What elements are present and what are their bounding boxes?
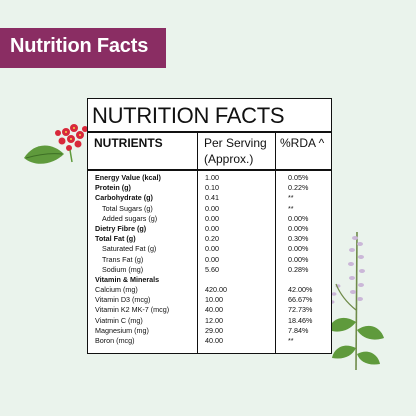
nutrient-name: Total Sugars (g) [102, 203, 153, 213]
nutrient-per-serving: 420.00 [205, 285, 227, 295]
nutrient-row: Dietry Fibre (g) 0.00 0.00% [88, 224, 331, 234]
red-flower-cluster-icon [24, 124, 88, 164]
nutrient-row: Sodium (mg) 5.60 0.28% [88, 265, 331, 275]
nutrient-name: Saturated Fat (g) [102, 244, 157, 254]
nutrient-per-serving: 0.00 [205, 203, 219, 213]
nutrient-row: Saturated Fat (g) 0.00 0.00% [88, 244, 331, 254]
nutrient-name: Added sugars (g) [102, 213, 158, 223]
header-per-serving-line2: (Approx.) [204, 152, 254, 166]
header-divider [88, 169, 331, 171]
nutrient-row: Vitamin & Minerals [88, 275, 331, 285]
nutrition-facts-panel: NUTRITION FACTS NUTRIENTS Per Serving (A… [87, 98, 332, 354]
nutrient-name: Viatmin C (mg) [95, 315, 143, 325]
column-divider-1 [197, 131, 199, 353]
nutrient-per-serving: 0.00 [205, 254, 219, 264]
nutrient-per-serving: 0.00 [205, 213, 219, 223]
basil-flower-sprig-icon [328, 231, 384, 371]
nutrient-per-serving: 0.00 [205, 244, 219, 254]
nutrient-rda: 18.46% [288, 315, 313, 325]
nutrient-row: Vitamin D3 (mcg) 10.00 66.67% [88, 295, 331, 305]
nutrient-per-serving: 40.00 [205, 305, 223, 315]
panel-title: NUTRITION FACTS [92, 103, 285, 128]
header-rda: %RDA ^ [280, 136, 325, 150]
nutrient-rda: ** [288, 203, 294, 213]
nutrient-row: Vitamin K2 MK-7 (mcg) 40.00 72.73% [88, 305, 331, 315]
nutrient-rda: 0.00% [288, 223, 309, 233]
nutrient-row: Trans Fat (g) 0.00 0.00% [88, 255, 331, 265]
nutrient-per-serving: 40.00 [205, 336, 223, 345]
nutrient-name: Total Fat (g) [95, 234, 136, 244]
nutrient-per-serving: 1.00 [205, 173, 219, 182]
nutrient-rda: ** [288, 336, 294, 345]
header-per-serving-line1: Per Serving [204, 136, 267, 150]
nutrient-name: Protein (g) [95, 183, 131, 193]
nutrient-per-serving: 29.00 [205, 325, 223, 335]
nutrient-name: Magnesium (mg) [95, 325, 149, 335]
nutrient-rda: 0.22% [288, 183, 309, 193]
nutrient-row: Calcium (mg) 420.00 42.00% [88, 285, 331, 295]
banner-title: Nutrition Facts [10, 35, 149, 57]
nutrient-row: Magnesium (mg) 29.00 7.84% [88, 326, 331, 336]
nutrient-rows: Energy Value (kcal) 1.00 0.05% Protein (g) 0… [88, 173, 331, 346]
nutrient-row: Total Fat (g) 0.20 0.30% [88, 234, 331, 244]
nutrient-per-serving: 10.00 [205, 295, 223, 305]
nutrient-row: Boron (mcg) 40.00 ** [88, 336, 331, 346]
nutrient-name: Vitamin K2 MK-7 (mcg) [95, 305, 170, 315]
nutrient-name: Vitamin D3 (mcg) [95, 295, 151, 305]
nutrient-name: Dietry Fibre (g) [95, 223, 147, 233]
nutrient-rda: 0.05% [288, 173, 309, 182]
header-nutrients: NUTRIENTS [94, 136, 163, 150]
nutrient-rda: 0.00% [288, 213, 309, 223]
nutrient-name: Boron (mcg) [95, 336, 135, 345]
nutrient-row: Protein (g) 0.10 0.22% [88, 183, 331, 193]
nutrition-facts-banner: Nutrition Facts [0, 28, 166, 68]
nutrient-per-serving: 0.00 [205, 223, 219, 233]
nutrient-rda: 0.28% [288, 264, 309, 274]
nutrient-row: Total Sugars (g) 0.00 ** [88, 204, 331, 214]
nutrient-rda: 66.67% [288, 295, 313, 305]
nutrient-name: Carbohydrate (g) [95, 193, 153, 203]
nutrient-rda: ** [288, 193, 294, 203]
nutrient-per-serving: 0.10 [205, 183, 219, 193]
nutrient-name: Sodium (mg) [102, 264, 144, 274]
nutrient-rda: 0.30% [288, 234, 309, 244]
nutrient-rda: 42.00% [288, 285, 313, 295]
nutrient-rda: 7.84% [288, 325, 309, 335]
nutrient-row: Added sugars (g) 0.00 0.00% [88, 214, 331, 224]
title-divider [88, 131, 331, 133]
column-divider-2 [275, 131, 277, 353]
nutrient-per-serving: 0.20 [205, 234, 219, 244]
nutrient-per-serving: 12.00 [205, 315, 223, 325]
nutrient-row: Carbohydrate (g) 0.41 ** [88, 193, 331, 203]
nutrient-per-serving: 5.60 [205, 264, 219, 274]
nutrient-name: Vitamin & Minerals [95, 274, 160, 284]
nutrient-name: Calcium (mg) [95, 285, 138, 295]
nutrient-name: Energy Value (kcal) [95, 173, 161, 182]
nutrient-name: Trans Fat (g) [102, 254, 144, 264]
nutrient-rda: 72.73% [288, 305, 313, 315]
nutrient-rda: 0.00% [288, 244, 309, 254]
nutrient-row: Energy Value (kcal) 1.00 0.05% [88, 173, 331, 183]
nutrient-rda: 0.00% [288, 254, 309, 264]
nutrient-row: Viatmin C (mg) 12.00 18.46% [88, 316, 331, 326]
nutrient-per-serving: 0.41 [205, 193, 219, 203]
